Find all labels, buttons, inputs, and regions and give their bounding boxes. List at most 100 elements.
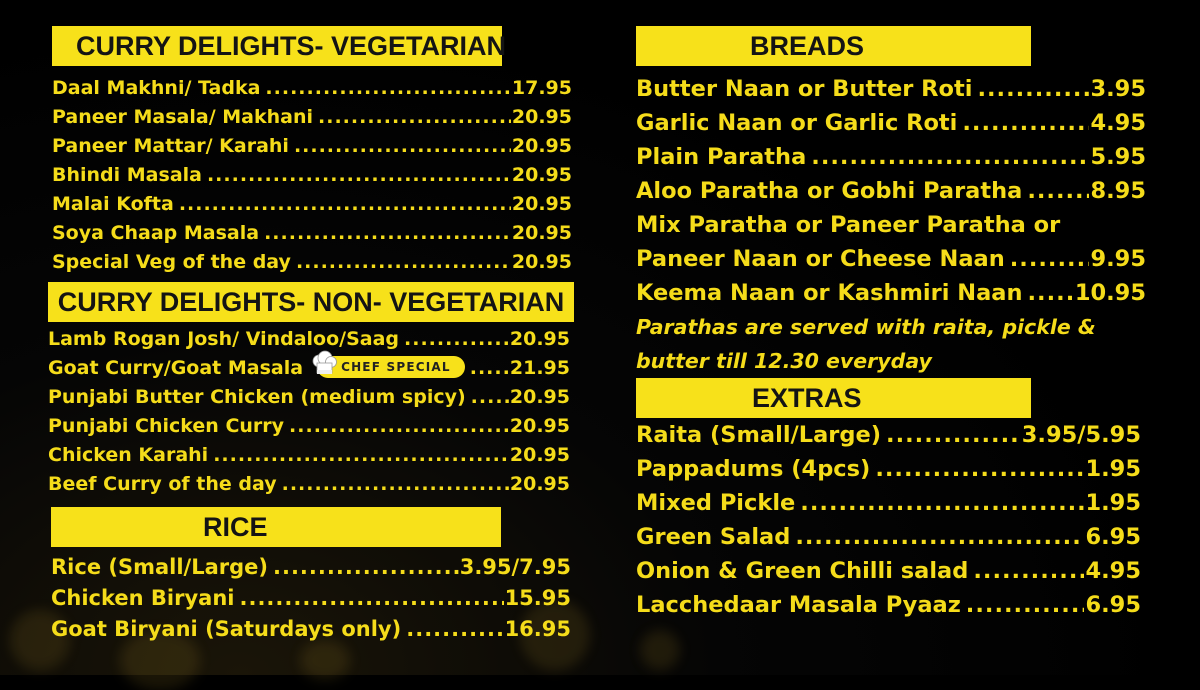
list-item: Punjabi Chicken Curry 20.95 xyxy=(48,412,570,441)
section-header-vegetarian: CURRY DELIGHTS- VEGETARIAN xyxy=(52,26,506,66)
list-item: Goat Biryani (Saturdays only) 16.95 xyxy=(51,614,571,645)
item-name: Bhindi Masala xyxy=(52,164,202,186)
leader-dots xyxy=(800,486,1084,520)
item-name: Paneer Naan or Cheese Naan xyxy=(636,246,1005,272)
item-price: 6.95 xyxy=(1085,524,1141,550)
item-name: Special Veg of the day xyxy=(52,251,291,273)
item-price: 20.95 xyxy=(511,193,572,215)
item-name: Mix Paratha or Paneer Paratha or xyxy=(636,212,1061,238)
list-item: Keema Naan or Kashmiri Naan 10.95 xyxy=(636,276,1146,310)
item-price: 20.95 xyxy=(509,415,570,437)
item-name: Soya Chaap Masala xyxy=(52,222,260,244)
leader-dots xyxy=(264,219,511,248)
leader-dots xyxy=(811,140,1089,174)
list-item: Bhindi Masala 20.95 xyxy=(52,161,572,190)
leader-dots xyxy=(875,452,1084,486)
leader-dots xyxy=(795,520,1084,554)
list-item: Onion & Green Chilli salad 4.95 xyxy=(636,554,1141,588)
leader-dots xyxy=(213,441,509,470)
leader-dots xyxy=(239,583,503,614)
leader-dots xyxy=(886,418,1021,452)
item-price: 21.95 xyxy=(509,357,570,379)
item-price: 20.95 xyxy=(509,328,570,350)
item-price: 1.95 xyxy=(1085,456,1141,482)
leader-dots xyxy=(294,132,511,161)
item-name: Garlic Naan or Garlic Roti xyxy=(636,110,958,136)
item-name: Mixed Pickle xyxy=(636,490,796,516)
item-price: 15.95 xyxy=(504,586,571,610)
leader-dots xyxy=(289,412,509,441)
item-price: 9.95 xyxy=(1090,246,1146,272)
item-price: 20.95 xyxy=(511,222,572,244)
list-item: Green Salad 6.95 xyxy=(636,520,1141,554)
leader-dots xyxy=(273,552,459,583)
item-price: 10.95 xyxy=(1074,280,1146,306)
list-item: Daal Makhni/ Tadka 17.95 xyxy=(52,74,572,103)
leader-dots xyxy=(318,103,511,132)
item-name: Rice (Small/Large) xyxy=(51,555,268,579)
leader-dots xyxy=(179,190,511,219)
list-item: Special Veg of the day 20.95 xyxy=(52,248,572,277)
item-name: Punjabi Chicken Curry xyxy=(48,415,285,437)
section-header-rice: RICE xyxy=(51,507,501,547)
leader-dots xyxy=(265,74,510,103)
chef-hat-icon xyxy=(312,350,337,374)
item-name: Daal Makhni/ Tadka xyxy=(52,77,261,99)
badge-label: CHEF SPECIAL xyxy=(341,360,451,374)
paratha-note-line-1: Parathas are served with raita, pickle & xyxy=(636,315,1096,339)
list-item: Lamb Rogan Josh/ Vindaloo/Saag 20.95 xyxy=(48,325,570,354)
item-price: 3.95 xyxy=(1090,76,1146,102)
list-item: Rice (Small/Large) 3.95/7.95 xyxy=(51,552,571,583)
background-bokeh xyxy=(520,600,590,670)
item-price: 20.95 xyxy=(511,135,572,157)
list-item: Soya Chaap Masala 20.95 xyxy=(52,219,572,248)
list-item: Paneer Masala/ Makhani 20.95 xyxy=(52,103,572,132)
extras-list: Raita (Small/Large) 3.95/5.95 Pappadums (… xyxy=(636,418,1141,622)
list-item: Lacchedaar Masala Pyaaz 6.95 xyxy=(636,588,1141,622)
list-item: Punjabi Butter Chicken (medium spicy) 20.… xyxy=(48,383,570,412)
list-item: Chicken Biryani 15.95 xyxy=(51,583,571,614)
item-price: 3.95/7.95 xyxy=(459,555,571,579)
leader-dots xyxy=(1028,276,1074,310)
item-price: 8.95 xyxy=(1090,178,1146,204)
item-name: Chicken Karahi xyxy=(48,444,209,466)
leader-dots xyxy=(973,554,1084,588)
leader-dots xyxy=(977,72,1089,106)
breads-list: Butter Naan or Butter Roti 3.95 Garlic Na… xyxy=(636,72,1146,378)
list-item: Paneer Mattar/ Karahi 20.95 xyxy=(52,132,572,161)
item-name: Pappadums (4pcs) xyxy=(636,456,871,482)
item-price: 20.95 xyxy=(511,164,572,186)
leader-dots xyxy=(962,106,1089,140)
leader-dots xyxy=(1027,174,1089,208)
list-item: Garlic Naan or Garlic Roti 4.95 xyxy=(636,106,1146,140)
list-item: Goat Curry/Goat Masala CHEF SPECIAL 21.95 xyxy=(48,350,570,383)
item-price: 5.95 xyxy=(1090,144,1146,170)
list-item: Pappadums (4pcs) 1.95 xyxy=(636,452,1141,486)
item-price: 20.95 xyxy=(509,386,570,408)
item-name: Paneer Masala/ Makhani xyxy=(52,106,314,128)
list-item: Mix Paratha or Paneer Paratha or xyxy=(636,208,1146,242)
list-item: Butter Naan or Butter Roti 3.95 xyxy=(636,72,1146,106)
background-bokeh xyxy=(300,640,350,680)
leader-dots xyxy=(296,248,511,277)
vegetarian-list: Daal Makhni/ Tadka 17.95 Paneer Masala/ M… xyxy=(52,74,572,277)
item-price: 4.95 xyxy=(1085,558,1141,584)
item-name: Keema Naan or Kashmiri Naan xyxy=(636,280,1023,306)
leader-dots xyxy=(471,383,509,412)
item-name: Punjabi Butter Chicken (medium spicy) xyxy=(48,386,466,408)
item-price: 3.95/5.95 xyxy=(1021,422,1141,448)
item-name: Goat Curry/Goat Masala CHEF SPECIAL xyxy=(48,350,470,383)
item-name-text: Goat Curry/Goat Masala xyxy=(48,357,304,379)
leader-dots xyxy=(470,354,509,383)
item-name: Beef Curry of the day xyxy=(48,473,277,495)
leader-dots xyxy=(406,614,503,645)
leader-dots xyxy=(282,470,509,499)
non-vegetarian-list: Lamb Rogan Josh/ Vindaloo/Saag 20.95 Goat… xyxy=(48,325,570,499)
item-name: Goat Biryani (Saturdays only) xyxy=(51,617,402,641)
item-price: 1.95 xyxy=(1085,490,1141,516)
item-name: Chicken Biryani xyxy=(51,586,235,610)
item-price: 6.95 xyxy=(1085,592,1141,618)
item-name: Aloo Paratha or Gobhi Paratha xyxy=(636,178,1023,204)
leader-dots xyxy=(404,325,509,354)
list-item: Plain Paratha 5.95 xyxy=(636,140,1146,174)
